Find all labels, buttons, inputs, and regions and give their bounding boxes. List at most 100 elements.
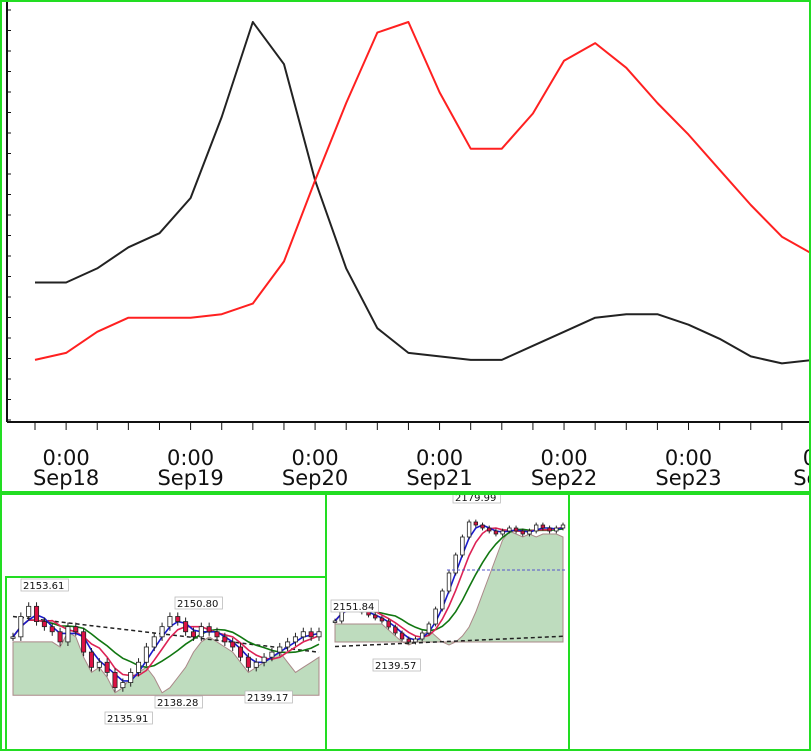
candle-body: [460, 536, 465, 556]
candle-body: [547, 527, 552, 532]
candle-body: [198, 626, 204, 638]
x-tick-label-date: Sep19: [157, 466, 223, 490]
candle-body: [206, 626, 212, 633]
candle-body: [379, 617, 385, 622]
x-tick-label-date: Sep18: [33, 466, 99, 490]
x-tick-label-time: 0:00: [416, 446, 463, 470]
x-tick-label-time: 0:00: [167, 446, 214, 470]
x-tick-label-date: Sep21: [406, 466, 472, 490]
ma-mid-line: [12, 619, 320, 677]
candle-body: [88, 651, 94, 668]
candle-body: [128, 672, 134, 683]
candle-chart-left: 2153.61 2150.80 2135.91 2138.28 2139.17: [10, 578, 322, 725]
candle-body: [120, 682, 126, 689]
x-tick-label-time: 0:00: [291, 446, 338, 470]
candle-body: [493, 530, 499, 535]
candle-chart-right-frame: 2179.99 2151.84 2139.57: [325, 493, 570, 751]
candle-body: [253, 661, 259, 668]
series-line-0: [35, 21, 809, 365]
candle-body: [433, 608, 438, 625]
ma-slow-line: [12, 619, 320, 669]
candle-body: [65, 626, 71, 643]
x-tick-label-time: 0:: [803, 446, 809, 470]
candle-body: [151, 636, 157, 648]
candle-body: [277, 646, 283, 653]
x-tick-label-time: 0:00: [43, 446, 90, 470]
candle-body: [446, 572, 452, 592]
x-tick-label-date: Sep22: [531, 466, 597, 490]
ma-long-dashed: [12, 615, 320, 653]
price-label: 2139.17: [244, 690, 293, 704]
candle-body: [73, 626, 79, 633]
candle-body: [214, 631, 220, 638]
candle-body: [540, 524, 546, 529]
series-line-1: [34, 21, 809, 361]
price-label: 2138.28: [154, 695, 203, 709]
candle-body: [480, 524, 485, 529]
candle-body: [554, 527, 559, 532]
candle-body: [261, 656, 267, 663]
candle-body: [453, 554, 458, 574]
candle-body: [159, 626, 165, 638]
candle-body: [183, 621, 189, 633]
price-label: 2153.61: [20, 578, 69, 592]
candle-chart-left-frame: 2153.61 2150.80 2135.91 2138.28 2139.17: [5, 576, 327, 751]
candle-body: [104, 661, 110, 673]
candle-body: [308, 631, 314, 638]
candle-body: [500, 530, 505, 535]
svg-text:2135.91: 2135.91: [107, 714, 148, 725]
candle-body: [190, 631, 196, 638]
x-tick-label-date: Sep23: [655, 466, 721, 490]
x-tick-label-date: Sep20: [282, 466, 348, 490]
ma-fast-line: [12, 613, 320, 682]
candle-body: [473, 521, 479, 526]
candle-body: [466, 521, 472, 538]
candle-body: [507, 527, 512, 532]
candle-body: [112, 672, 118, 689]
price-label: 2139.57: [372, 658, 421, 672]
candle-body: [292, 636, 298, 643]
candle-body: [487, 527, 492, 532]
candle-body: [419, 632, 425, 640]
candle-body: [81, 631, 87, 653]
candle-body: [57, 631, 63, 643]
candle-body: [393, 626, 398, 634]
top-chart-frame: 0:00 Sep18 0:00 Sep19 0:00 Sep20 0:00 Sep21 0:00…: [0, 0, 811, 493]
candle-body: [332, 620, 338, 623]
candle-body: [399, 632, 405, 640]
svg-text:2179.99: 2179.99: [455, 495, 496, 504]
candle-body: [513, 527, 519, 532]
candle-body: [316, 631, 322, 638]
candle-body: [386, 620, 391, 628]
candle-body: [34, 605, 40, 622]
candle-body: [527, 530, 532, 535]
candle-body: [18, 616, 24, 638]
candle-body: [533, 524, 539, 532]
candle-body: [41, 621, 47, 628]
candle-body: [230, 641, 236, 648]
price-label: 2150.80: [174, 596, 223, 610]
candle-body: [238, 646, 244, 658]
svg-text:2153.61: 2153.61: [23, 581, 64, 592]
svg-text:2150.80: 2150.80: [177, 599, 218, 610]
candle-body: [136, 661, 142, 673]
candle-body: [49, 626, 55, 633]
candle-body: [167, 616, 173, 628]
candle-body: [300, 631, 306, 638]
svg-text:2151.84: 2151.84: [333, 602, 374, 613]
ichimoku-cloud: [334, 530, 564, 646]
candle-body: [269, 651, 275, 658]
svg-text:2139.57: 2139.57: [375, 661, 416, 672]
candle-body: [222, 636, 228, 643]
candle-body: [413, 638, 418, 643]
candle-body: [440, 590, 445, 610]
candle-body: [96, 661, 102, 668]
candle-body: [10, 636, 16, 639]
price-label: 2151.84: [330, 599, 379, 613]
candle-body: [520, 530, 525, 535]
candle-chart-right: 2179.99 2151.84 2139.57: [330, 495, 567, 672]
svg-text:2139.17: 2139.17: [247, 693, 288, 704]
candle-body: [26, 605, 32, 617]
candle-body: [373, 614, 378, 619]
candle-body: [406, 638, 411, 643]
